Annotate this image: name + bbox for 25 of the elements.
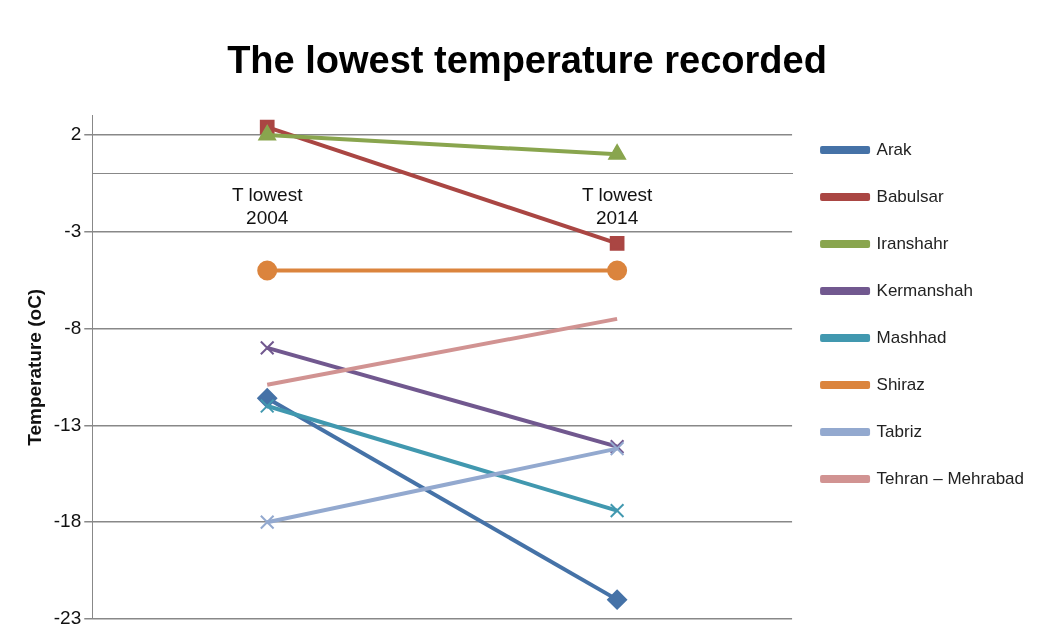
point: [259, 514, 275, 530]
legend-label: Iranshahr: [876, 233, 949, 253]
y-tick-label: -23: [53, 607, 82, 629]
legend-label: Mashhad: [876, 327, 947, 347]
chart-title: The lowest temperature recorded: [227, 39, 827, 82]
point: [259, 340, 275, 356]
legend-label: Arak: [876, 139, 913, 159]
legend-label: Kermanshah: [876, 280, 973, 300]
legend-label: Tabriz: [876, 421, 922, 441]
legend-label: Babulsar: [876, 186, 944, 206]
y-axis-title: Temperature (oC): [23, 288, 45, 446]
y-tick-label: -8: [64, 316, 82, 338]
y-tick-label: -13: [53, 413, 82, 435]
legend-label: Tehran – Mehrabad: [876, 468, 1025, 488]
y-tick-label: 2: [70, 123, 82, 145]
y-tick-label: -18: [53, 510, 82, 532]
y-tick-label: -3: [64, 220, 82, 241]
point: [609, 236, 625, 251]
point: [607, 589, 628, 610]
x-tick-label: T lowest 2004: [232, 184, 304, 229]
point: [607, 260, 628, 281]
x-tick-label: T lowest 2014: [581, 184, 654, 229]
legend-label: Shiraz: [876, 374, 925, 394]
point: [257, 260, 278, 281]
point: [609, 503, 625, 518]
